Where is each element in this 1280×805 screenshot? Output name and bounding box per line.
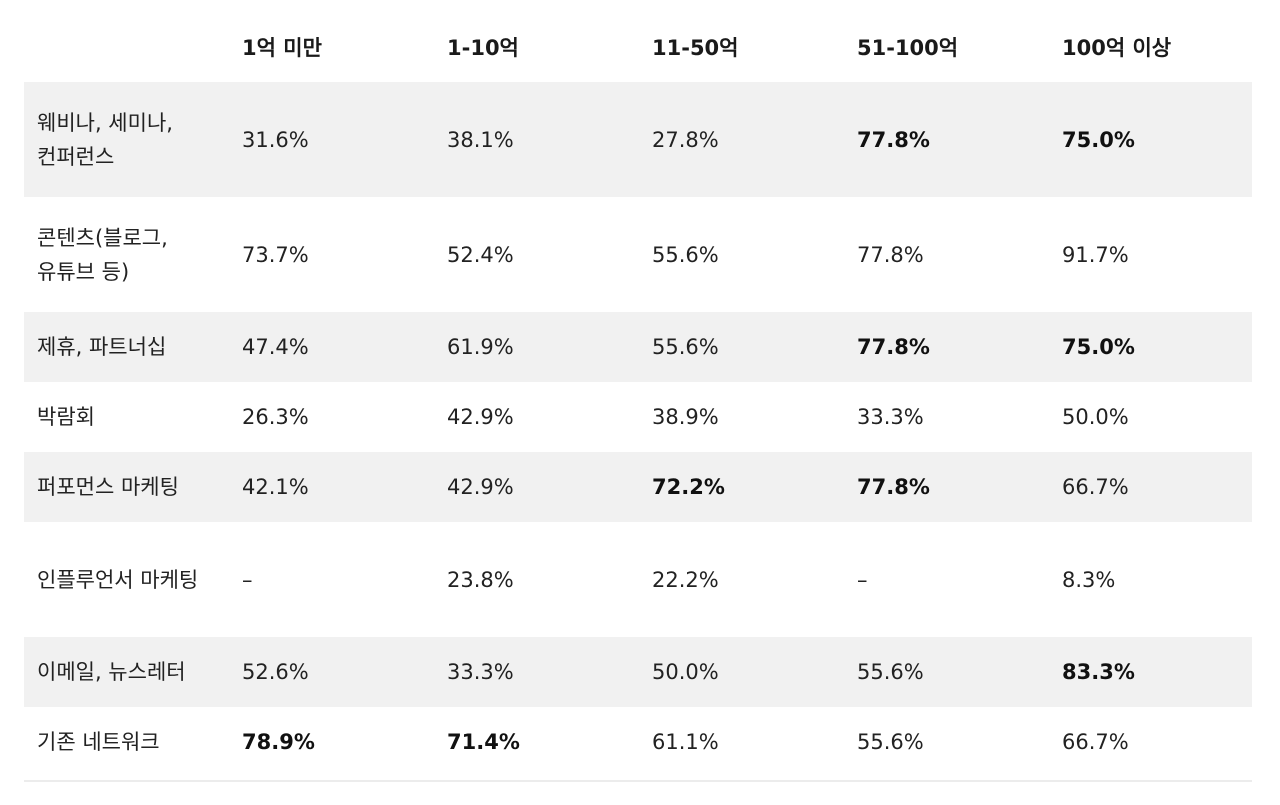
header-cell: 1억 미만 (242, 36, 322, 60)
table-cell: 78.9% (242, 730, 315, 754)
row-label: 인플루언서 마케팅 (37, 567, 199, 592)
table-cell: 77.8% (844, 452, 1049, 522)
header-cell: 51-100억 (857, 36, 959, 60)
table-cell: 50.0% (639, 637, 844, 707)
table-row: 인플루언서 마케팅 – 23.8% 22.2% – 8.3% (24, 522, 1252, 637)
table-row: 기존 네트워크 78.9% 71.4% 61.1% 55.6% 66.7% (24, 707, 1252, 777)
table-cell: 52.4% (447, 242, 514, 267)
row-label: 박람회 (37, 405, 95, 429)
table-cell: 31.6% (229, 82, 434, 197)
table-cell: 52.6% (229, 637, 434, 707)
table-cell: 55.6% (652, 242, 719, 267)
table-cell: 75.0% (1049, 312, 1252, 382)
table-cell: 26.3% (242, 405, 309, 429)
table-cell: 38.1% (434, 82, 639, 197)
table-cell: 55.6% (639, 312, 844, 382)
header-row: 1억 미만 1-10억 11-50억 51-100억 100억 이상 (24, 12, 1252, 82)
row-label: 콘텐츠(블로그, 유튜브 등) (37, 225, 168, 284)
table-cell: 83.3% (1049, 637, 1252, 707)
table-cell: – (857, 567, 868, 592)
table-cell: 61.9% (434, 312, 639, 382)
table-row: 박람회 26.3% 42.9% 38.9% 33.3% 50.0% (24, 382, 1252, 452)
table-cell: 22.2% (652, 567, 719, 592)
table-cell: – (242, 567, 253, 592)
data-table-wrapper: 1억 미만 1-10억 11-50억 51-100억 100억 이상 웨비나, … (24, 12, 1252, 777)
table-cell: 42.9% (434, 452, 639, 522)
row-label: 기존 네트워크 (37, 730, 160, 754)
header-cell: 11-50억 (652, 36, 739, 60)
header-cell-corner (24, 12, 229, 82)
table-cell: 66.7% (1049, 452, 1252, 522)
table-cell: 77.8% (844, 82, 1049, 197)
table-row: 콘텐츠(블로그, 유튜브 등) 73.7% 52.4% 55.6% 77.8% … (24, 197, 1252, 312)
row-label: 이메일, 뉴스레터 (24, 637, 229, 707)
table-row: 제휴, 파트너십 47.4% 61.9% 55.6% 77.8% 75.0% (24, 312, 1252, 382)
table-header: 1억 미만 1-10억 11-50억 51-100억 100억 이상 (24, 12, 1252, 82)
table-cell: 38.9% (652, 405, 719, 429)
table-cell: 33.3% (857, 405, 924, 429)
table-cell: 55.6% (844, 637, 1049, 707)
table-cell: 91.7% (1062, 242, 1129, 267)
table-cell: 27.8% (639, 82, 844, 197)
table-cell: 33.3% (434, 637, 639, 707)
table-cell: 42.9% (447, 405, 514, 429)
table-cell: 66.7% (1062, 730, 1129, 754)
table-cell: 77.8% (844, 312, 1049, 382)
table-body: 웨비나, 세미나, 컨퍼런스 31.6% 38.1% 27.8% 77.8% 7… (24, 82, 1252, 777)
table-cell: 8.3% (1062, 567, 1116, 592)
data-table: 1억 미만 1-10억 11-50억 51-100억 100억 이상 웨비나, … (24, 12, 1252, 777)
row-label: 퍼포먼스 마케팅 (24, 452, 229, 522)
header-cell: 1-10억 (447, 36, 519, 60)
table-cell: 23.8% (447, 567, 514, 592)
table-cell: 61.1% (652, 730, 719, 754)
header-cell: 100억 이상 (1062, 36, 1172, 60)
row-label: 웨비나, 세미나, 컨퍼런스 (24, 82, 229, 197)
row-label: 제휴, 파트너십 (24, 312, 229, 382)
table-cell: 42.1% (229, 452, 434, 522)
table-cell: 55.6% (857, 730, 924, 754)
table-bottom-divider (24, 780, 1252, 782)
table-cell: 73.7% (242, 242, 309, 267)
table-cell: 72.2% (639, 452, 844, 522)
table-row: 웨비나, 세미나, 컨퍼런스 31.6% 38.1% 27.8% 77.8% 7… (24, 82, 1252, 197)
table-cell: 75.0% (1049, 82, 1252, 197)
table-row: 퍼포먼스 마케팅 42.1% 42.9% 72.2% 77.8% 66.7% (24, 452, 1252, 522)
table-row: 이메일, 뉴스레터 52.6% 33.3% 50.0% 55.6% 83.3% (24, 637, 1252, 707)
table-cell: 77.8% (857, 242, 924, 267)
table-cell: 47.4% (229, 312, 434, 382)
table-cell: 71.4% (447, 730, 520, 754)
table-cell: 50.0% (1062, 405, 1129, 429)
